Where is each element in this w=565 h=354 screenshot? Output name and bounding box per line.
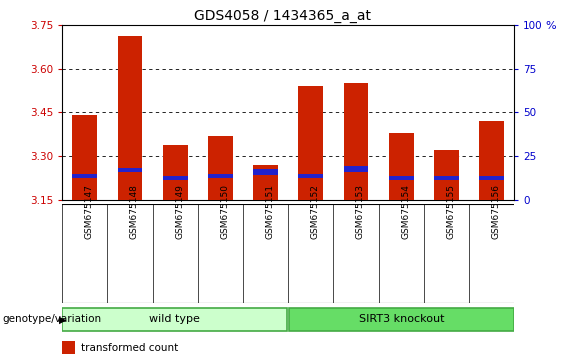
Bar xyxy=(344,166,368,172)
Text: SIRT3 knockout: SIRT3 knockout xyxy=(359,314,444,324)
Bar xyxy=(479,176,504,179)
Bar xyxy=(434,176,459,179)
Bar xyxy=(72,174,97,178)
Bar xyxy=(253,165,278,200)
Bar xyxy=(208,174,233,178)
Bar xyxy=(253,169,278,175)
Text: GSM675155: GSM675155 xyxy=(446,184,455,239)
Bar xyxy=(163,176,188,179)
Text: ▶: ▶ xyxy=(59,314,67,325)
Bar xyxy=(389,176,414,179)
Bar xyxy=(62,341,75,354)
Bar xyxy=(479,121,504,200)
Text: GSM675154: GSM675154 xyxy=(401,184,410,239)
Text: transformed count: transformed count xyxy=(81,343,179,353)
Text: GDS4058 / 1434365_a_at: GDS4058 / 1434365_a_at xyxy=(194,9,371,23)
Y-axis label: %: % xyxy=(545,21,555,31)
Bar xyxy=(163,144,188,200)
Bar xyxy=(434,150,459,200)
Text: genotype/variation: genotype/variation xyxy=(3,314,102,325)
Text: GSM675153: GSM675153 xyxy=(356,184,365,239)
Bar xyxy=(298,174,323,178)
Text: GSM675148: GSM675148 xyxy=(130,184,139,239)
Bar xyxy=(389,133,414,200)
Bar xyxy=(118,36,142,200)
FancyBboxPatch shape xyxy=(289,308,514,331)
Text: GSM675150: GSM675150 xyxy=(220,184,229,239)
FancyBboxPatch shape xyxy=(62,308,287,331)
Text: GSM675147: GSM675147 xyxy=(85,184,94,239)
Text: wild type: wild type xyxy=(149,314,200,324)
Text: GSM675149: GSM675149 xyxy=(175,184,184,239)
Text: GSM675151: GSM675151 xyxy=(266,184,275,239)
Bar xyxy=(72,115,97,200)
Bar xyxy=(118,169,142,172)
Bar xyxy=(298,86,323,200)
Text: GSM675156: GSM675156 xyxy=(492,184,501,239)
Bar xyxy=(208,136,233,200)
Bar xyxy=(344,83,368,200)
Text: GSM675152: GSM675152 xyxy=(311,184,320,239)
